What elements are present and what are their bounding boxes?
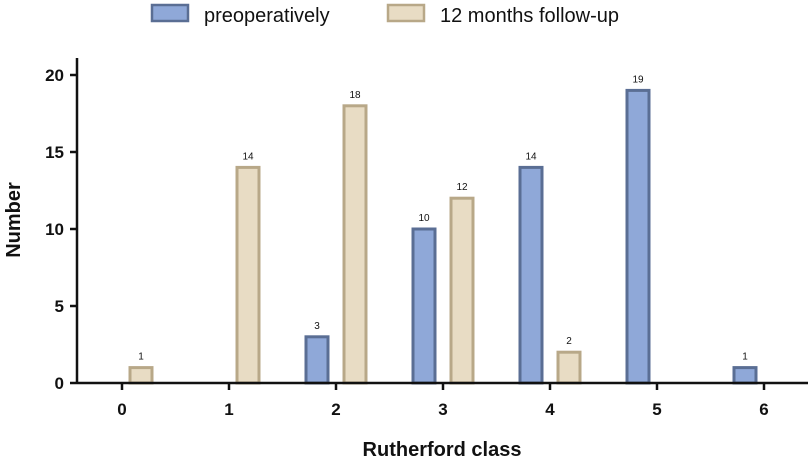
legend-label-12-months-follow-up: 12 months follow-up [440,5,619,27]
data-label: 3 [314,321,320,332]
bar [625,88,651,385]
bar [235,165,261,385]
legend-swatch-preoperatively [150,3,190,23]
data-label: 12 [456,182,468,193]
bar [732,366,758,385]
x-tick-label: 1 [224,400,233,419]
data-label: 18 [349,90,361,101]
legend-label-preoperatively: preoperatively [204,5,330,27]
data-label: 19 [632,74,644,85]
bar [411,227,437,385]
y-tick-label: 10 [45,220,64,239]
data-label: 1 [742,352,748,363]
y-tick-label: 15 [45,143,64,162]
bar [556,350,582,385]
y-tick-label: 0 [55,374,64,393]
data-label: 1 [138,352,144,363]
x-tick-label: 4 [545,400,555,419]
data-label: 2 [566,336,572,347]
bar [518,165,544,385]
y-axis-title: Number [3,182,25,258]
data-label: 14 [525,151,537,162]
bar [449,196,475,385]
y-tick-label: 5 [55,297,64,316]
legend: preoperatively 12 months follow-up [150,3,619,27]
bar [304,335,330,385]
y-tick-label: 20 [45,66,64,85]
bar [342,104,368,385]
x-tick-label: 2 [331,400,340,419]
bar [128,366,154,385]
x-tick-label: 5 [652,400,661,419]
x-axis-title: Rutherford class [363,439,522,461]
x-tick-label: 6 [759,400,768,419]
x-tick-label: 0 [117,400,126,419]
data-label: 14 [242,151,254,162]
legend-swatch-12-months-follow-up [386,3,426,23]
data-label: 10 [418,213,430,224]
x-tick-label: 3 [438,400,447,419]
